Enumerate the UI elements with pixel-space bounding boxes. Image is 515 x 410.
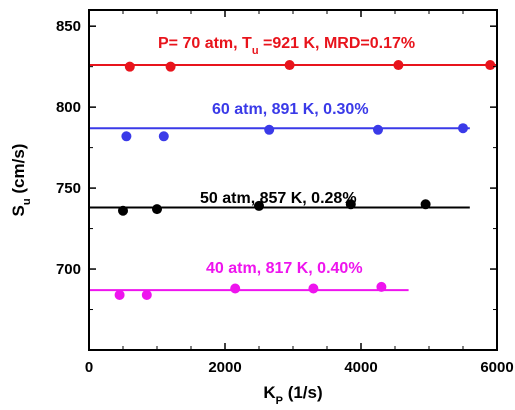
data-point [118,205,128,216]
data-point [254,200,264,211]
data-point [124,61,135,72]
y-axis-title: Su (cm/s) [9,144,33,217]
series-label-subscript: u [252,45,259,57]
data-point [420,199,431,210]
data-point [141,289,152,300]
data-point [114,289,125,300]
data-points [114,60,496,300]
data-point [376,281,387,292]
y-tick-label: 800 [56,99,81,116]
data-point [373,124,383,135]
plot-frame [88,9,498,351]
y-tick-label: 750 [56,180,81,197]
series-label-2: 60 atm, 891 K, 0.30% [212,101,369,118]
data-point [393,60,404,71]
series-label-3: 50 atm, 857 K, 0.28% [200,190,357,207]
data-point [158,131,169,142]
series-label-text: =921 K, MRD=0.17% [259,35,416,52]
data-point [121,131,132,142]
series-label-text: 40 atm, 817 K, 0.40% [206,260,363,277]
series-label-4: 40 atm, 817 K, 0.40% [206,260,363,277]
series-label-text: P= 70 atm, T [158,35,252,52]
series-label-text: 60 atm, 891 K, 0.30% [212,101,369,118]
x-tick-label: 4000 [344,359,377,376]
y-tick-label: 700 [56,261,81,278]
x-tick-label: 0 [85,359,93,376]
data-point [165,61,176,72]
data-point [264,124,275,135]
data-point [284,60,295,71]
data-point [485,60,496,71]
x-tick-label: 6000 [480,359,513,376]
data-point [230,283,241,294]
data-point [152,204,162,215]
data-point [458,123,468,134]
series-labels: P= 70 atm, Tu =921 K, MRD=0.17% 60 atm, 8… [158,35,415,277]
fit-lines [89,64,497,292]
y-tick-label: 850 [56,18,81,35]
x-tick-label: 2000 [208,359,241,376]
axis-ticks: 0 2000 4000 6000 700 750 800 850 [56,10,514,376]
series-label-1: P= 70 atm, Tu =921 K, MRD=0.17% [158,35,415,57]
data-point [308,283,319,294]
x-axis-title: KP (1/s) [263,383,322,407]
series-label-text: 50 atm, 857 K, 0.28% [200,190,357,207]
data-point [345,199,356,210]
